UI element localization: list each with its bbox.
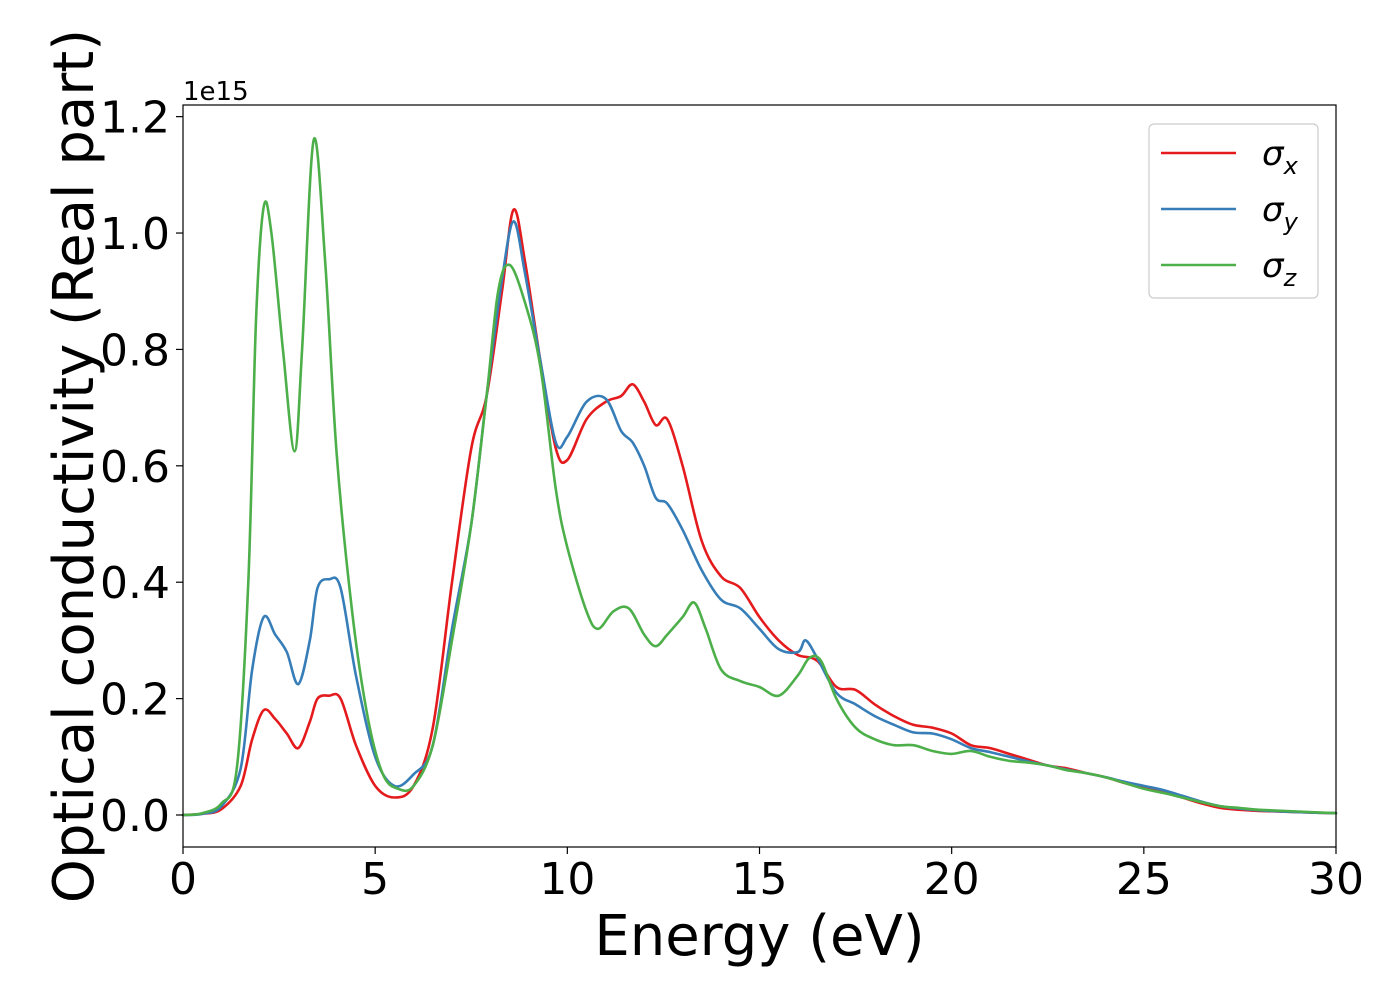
legend-symbol: σ [1262, 134, 1285, 174]
y-axis-ticks: 0.0 0.2 0.4 0.6 0.8 1.0 1.2 [100, 93, 183, 842]
y-tick-label: 0.8 [100, 325, 170, 376]
x-tick-label: 20 [924, 854, 980, 905]
y-tick-label: 0.6 [100, 442, 170, 493]
x-tick-label: 30 [1308, 854, 1364, 905]
legend-subscript: z [1283, 264, 1298, 292]
legend-subscript: y [1283, 208, 1299, 236]
plot-area: 0 5 10 15 20 25 30 0.0 0.2 0.4 0.6 0.8 1.0 1.2 [100, 93, 1364, 905]
series-line-sigma-z [181, 136, 1338, 817]
x-tick-label: 25 [1116, 854, 1172, 905]
x-axis-ticks: 0 5 10 15 20 25 30 [169, 847, 1364, 905]
legend-symbol: σ [1262, 246, 1285, 286]
legend-subscript: x [1283, 152, 1299, 180]
legend-box [1148, 123, 1319, 299]
x-tick-label: 5 [361, 854, 389, 905]
y-tick-label: 0.0 [100, 791, 170, 842]
legend-symbol: σ [1262, 190, 1285, 230]
x-axis-title: Energy (eV) [594, 904, 924, 969]
legend-label-sigma-y: σy [1262, 190, 1299, 236]
y-tick-label: 0.4 [100, 558, 170, 609]
y-tick-label: 1.0 [100, 209, 170, 260]
y-tick-label: 0.2 [100, 675, 170, 726]
legend-label-sigma-z: σz [1262, 246, 1298, 292]
y-tick-label: 1.2 [100, 93, 170, 144]
x-tick-label: 15 [732, 854, 788, 905]
x-tick-label: 10 [539, 854, 595, 905]
legend-label-sigma-x: σx [1262, 134, 1299, 180]
series-layer [181, 136, 1338, 817]
y-axis-title: Optical conductivity (Real part) [42, 29, 107, 903]
x-tick-label: 0 [169, 854, 197, 905]
y-offset-label: 1e15 [183, 77, 249, 107]
